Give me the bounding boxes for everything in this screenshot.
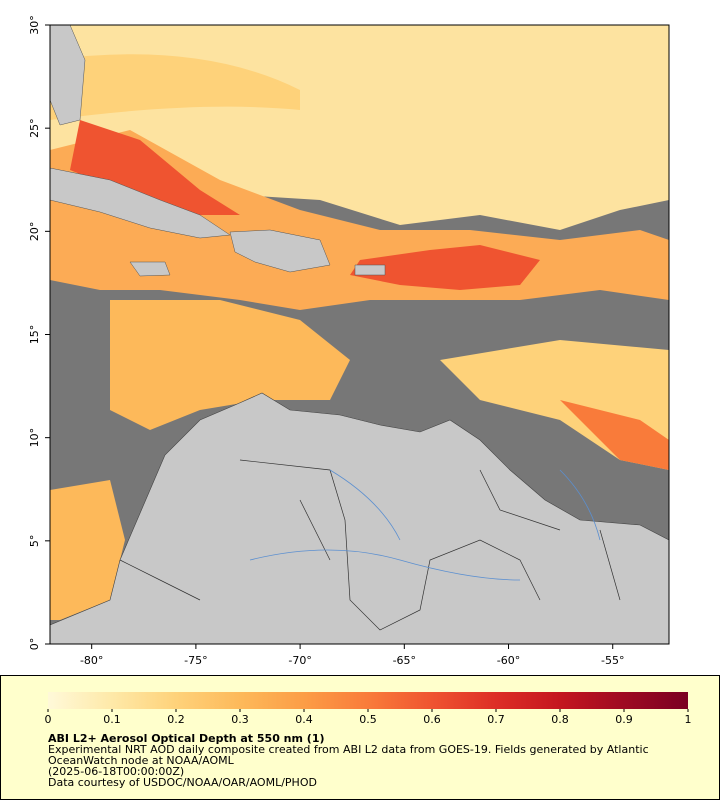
colorbar-tick-label: 0.7 xyxy=(487,713,505,726)
land xyxy=(229,229,331,273)
caption-line: OceanWatch node at NOAA/AOML xyxy=(48,754,235,767)
aerosol-mid xyxy=(110,300,350,430)
aerosol-high xyxy=(350,245,540,290)
aerosol-low xyxy=(50,54,300,120)
colorbar-tick-label: 0.4 xyxy=(295,713,313,726)
caption-line: Data courtesy of USDOC/NOAA/OAR/AOML/PHO… xyxy=(48,776,317,789)
y-tick-label: 30° xyxy=(28,15,41,35)
y-tick-label: 25° xyxy=(28,118,41,138)
x-tick-label: -65° xyxy=(393,654,416,667)
colorbar-tick-label: 0.9 xyxy=(615,713,633,726)
colorbar-tick-label: 1 xyxy=(685,713,692,726)
aerosol-high xyxy=(70,120,240,215)
x-tick-label: -60° xyxy=(497,654,520,667)
colorbar-tick-label: 0.5 xyxy=(359,713,377,726)
aerosol-mid xyxy=(560,400,669,470)
colorbar-tick-label: 0 xyxy=(45,713,52,726)
land xyxy=(50,392,669,644)
caption-line: Experimental NRT AOD daily composite cre… xyxy=(48,743,649,756)
colorbar-tick-label: 0.1 xyxy=(103,713,121,726)
colorbar-tick-label: 0.8 xyxy=(551,713,569,726)
x-tick-label: -70° xyxy=(288,654,311,667)
land xyxy=(129,261,171,277)
x-tick-label: -80° xyxy=(80,654,103,667)
colorbar-tick-label: 0.3 xyxy=(231,713,249,726)
y-tick-label: 5° xyxy=(28,535,41,548)
y-tick-label: 10° xyxy=(28,428,41,448)
land xyxy=(50,167,231,239)
aerosol-mid xyxy=(50,480,125,620)
y-tick-label: 15° xyxy=(28,325,41,345)
y-tick-label: 0° xyxy=(28,638,41,651)
colorbar-scale xyxy=(48,692,688,709)
land xyxy=(354,264,386,276)
colorbar-tick-label: 0.2 xyxy=(167,713,185,726)
map-image xyxy=(50,25,669,644)
colorbar-tick-label: 0.6 xyxy=(423,713,441,726)
rivers xyxy=(249,469,601,581)
x-tick-label: -55° xyxy=(601,654,624,667)
axes: -80° -75° -70° -65° -60° -55° 0° 5° 10° 15° 20° 25°… xyxy=(28,15,624,667)
x-tick-label: -75° xyxy=(184,654,207,667)
caption-title: ABI L2+ Aerosol Optical Depth at 550 nm … xyxy=(48,732,325,745)
land xyxy=(50,25,86,126)
caption-line: (2025-06-18T00:00:00Z) xyxy=(48,765,184,778)
colorbar: 0 0.1 0.2 0.3 0.4 0.5 0.6 0.7 0.8 0.9 1 xyxy=(45,692,692,726)
borders xyxy=(119,459,621,631)
y-tick-label: 20° xyxy=(28,222,41,242)
